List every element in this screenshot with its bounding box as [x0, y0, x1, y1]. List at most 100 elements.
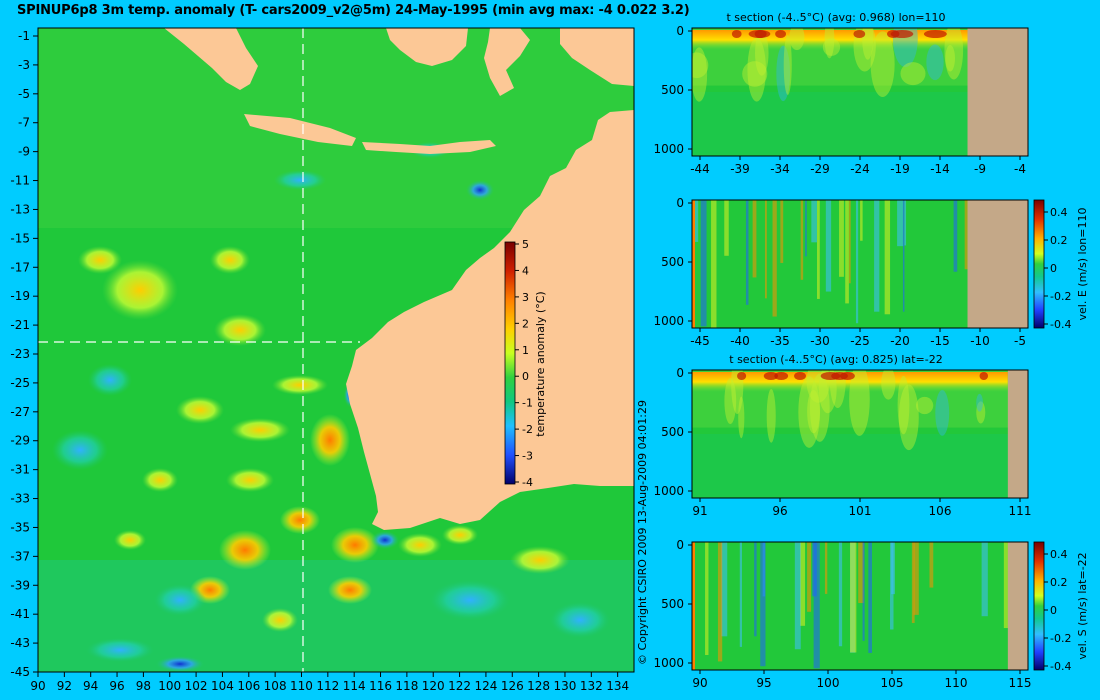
map-lat-tick-label: -29: [10, 434, 30, 448]
map-lat-tick-label: -37: [10, 549, 30, 563]
land-borneo: [386, 28, 468, 66]
section-x-tick-label: 105: [881, 676, 904, 690]
map-lat-tick-label: -19: [10, 289, 30, 303]
map-lon-ticks: 90 92 94 96 98 100 102 104 106 108 110 112 114 116 118…: [30, 672, 629, 693]
section-panel-2: -45 -40 -35 -30 -25 -20 -15 -10 -5 0 500 1000 0.4 0.2…: [653, 196, 1089, 348]
map-lon-tick-label: 94: [83, 679, 98, 693]
temperature-colorbar-tick: 3: [522, 291, 529, 304]
map-lat-tick-label: -27: [10, 405, 30, 419]
section-x-tick-label: 91: [692, 504, 707, 518]
velocity-colorbar-tick: 0.2: [1050, 576, 1068, 589]
section-x-tick-label: -15: [930, 334, 950, 348]
section-x-tick-label: 106: [929, 504, 952, 518]
map-lon-tick-label: 130: [554, 679, 577, 693]
section-x-tick-label: -29: [810, 162, 830, 176]
section-y-tick-label: 1000: [653, 484, 684, 498]
section-x-tick-label: 96: [772, 504, 787, 518]
section-y-tick-label: 0: [676, 196, 684, 210]
section-x-tick-label: -20: [890, 334, 910, 348]
velocity-colorbar-tick: 0.4: [1050, 206, 1068, 219]
velocity-colorbar: [1033, 541, 1045, 671]
section-x-tick-label: 115: [1009, 676, 1032, 690]
map-lon-tick-label: 124: [474, 679, 497, 693]
section-land-mask: [967, 28, 1028, 156]
map-lon-tick-label: 112: [316, 679, 339, 693]
section-panel-3: t section (-4..5°C) (avg: 0.825) lat=-22…: [653, 353, 1032, 518]
section-y-tick-label: 0: [676, 24, 684, 38]
temperature-colorbar-tick: -1: [522, 397, 533, 410]
map-lon-tick-label: 126: [501, 679, 524, 693]
section-y-tick-label: 500: [661, 255, 684, 269]
map-lon-tick-label: 132: [580, 679, 603, 693]
land-sumatra: [164, 28, 258, 90]
page-title: SPINUP6p8 3m temp. anomaly (T- cars2009_…: [17, 3, 690, 18]
velocity-colorbar-label: vel. S (m/s) lat=-22: [1076, 552, 1089, 659]
section-x-tick-label: 95: [756, 676, 771, 690]
velocity-colorbar: [1033, 199, 1045, 329]
temperature-colorbar-tick: 5: [522, 238, 529, 251]
section-land-mask: [967, 200, 1028, 328]
map-lat-tick-label: -45: [10, 665, 30, 679]
temperature-colorbar-tick: -3: [522, 450, 533, 463]
section-panel-title: t section (-4..5°C) (avg: 0.825) lat=-22: [729, 353, 942, 366]
section-x-tick-label: -34: [770, 162, 790, 176]
velocity-colorbar-tick: 0: [1050, 604, 1057, 617]
map-lat-tick-label: -43: [10, 636, 30, 650]
section-x-tick-label: -45: [690, 334, 710, 348]
map-lat-tick-label: -41: [10, 607, 30, 621]
map-lon-tick-label: 100: [158, 679, 181, 693]
temperature-colorbar-label: temperature anomaly (°C): [534, 291, 547, 436]
map-lon-tick-label: 102: [185, 679, 208, 693]
map-lat-tick-label: -35: [10, 520, 30, 534]
velocity-colorbar-tick: -0.4: [1050, 660, 1071, 673]
velocity-colorbar-tick: 0: [1050, 262, 1057, 275]
map-lon-tick-label: 122: [448, 679, 471, 693]
section-x-tick-label: -24: [850, 162, 870, 176]
temperature-colorbar-tick: 2: [522, 317, 529, 330]
land-australia: [346, 110, 634, 530]
section-panel-4: 90 95 100 105 110 115 0 500 1000 0.4 0.2 0 -0.2 -0.4 v…: [653, 538, 1089, 690]
map-lon-tick-label: 98: [136, 679, 151, 693]
temperature-colorbar-tick: -2: [522, 423, 533, 436]
map-lat-tick-label: -7: [18, 116, 30, 130]
map-lon-tick-label: 108: [264, 679, 287, 693]
section-panel-1: t section (-4..5°C) (avg: 0.968) lon=110…: [653, 11, 1029, 176]
section-x-tick-label: -19: [890, 162, 910, 176]
section-x-tick-label: 100: [817, 676, 840, 690]
map-lon-tick-label: 96: [109, 679, 124, 693]
map-lat-tick-label: -13: [10, 202, 30, 216]
velocity-colorbar-tick: -0.4: [1050, 318, 1071, 331]
section-x-tick-label: -30: [810, 334, 830, 348]
section-x-tick-label: -40: [730, 334, 750, 348]
section-x-tick-label: -25: [850, 334, 870, 348]
map-lat-ticks: -1 -3 -5 -7 -9 -11 -13 -15 -17 -19 -21 -23 -25 -27 -29…: [10, 29, 38, 679]
map-lat-tick-label: -11: [10, 174, 30, 188]
map-lat-tick-label: -17: [10, 260, 30, 274]
section-y-tick-label: 0: [676, 366, 684, 380]
map-lon-tick-label: 128: [527, 679, 550, 693]
temperature-anomaly-map: 90 92 94 96 98 100 102 104 106 108 110 112 114 116 118…: [10, 27, 635, 693]
section-y-tick-label: 500: [661, 597, 684, 611]
section-land-mask: [1007, 370, 1028, 498]
section-x-tick-label: -5: [1014, 334, 1026, 348]
map-lat-tick-label: -33: [10, 492, 30, 506]
land-java: [244, 114, 356, 146]
section-x-tick-label: -35: [770, 334, 790, 348]
map-lon-tick-label: 116: [369, 679, 392, 693]
map-lon-tick-label: 134: [606, 679, 629, 693]
map-lon-tick-label: 110: [290, 679, 313, 693]
map-lon-tick-label: 114: [343, 679, 366, 693]
land-sulawesi: [484, 28, 530, 96]
map-lat-tick-label: -21: [10, 318, 30, 332]
temperature-colorbar-tick: 1: [522, 344, 529, 357]
velocity-colorbar-tick: -0.2: [1050, 290, 1071, 303]
section-land-mask: [1007, 542, 1028, 670]
section-y-tick-label: 1000: [653, 314, 684, 328]
temperature-colorbar-tick: 4: [522, 264, 529, 277]
section-x-tick-label: 101: [849, 504, 872, 518]
velocity-colorbar-tick: -0.2: [1050, 632, 1071, 645]
section-x-tick-label: 111: [1009, 504, 1032, 518]
temperature-colorbar: 5 4 3 2 1 0 -1 -2 -3 -4 temperature anomaly (°C): [504, 238, 547, 489]
section-x-tick-label: -39: [730, 162, 750, 176]
section-y-tick-label: 1000: [653, 142, 684, 156]
